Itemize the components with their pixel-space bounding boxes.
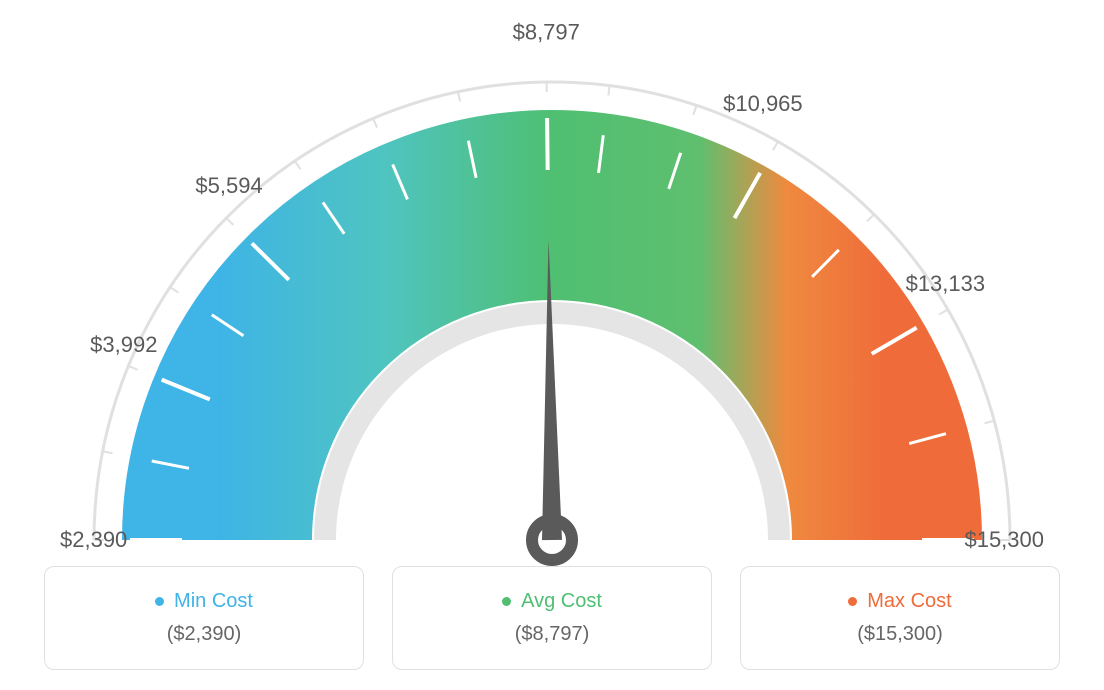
gauge-tick-label: $13,133 xyxy=(906,272,986,298)
legend-card-min: Min Cost ($2,390) xyxy=(44,566,364,670)
legend-card-avg: Avg Cost ($8,797) xyxy=(392,566,712,670)
gauge-tick-label: $15,300 xyxy=(964,527,1044,553)
gauge-tick-label: $3,992 xyxy=(90,332,157,358)
legend-title-label: Avg Cost xyxy=(521,590,602,613)
dot-icon xyxy=(502,597,511,606)
legend-value-avg: ($8,797) xyxy=(515,623,590,646)
legend-title-max: Max Cost xyxy=(848,590,951,613)
gauge-tick-label: $8,797 xyxy=(513,19,580,45)
legend-value-min: ($2,390) xyxy=(167,623,242,646)
legend-value-max: ($15,300) xyxy=(857,623,943,646)
dot-icon xyxy=(848,597,857,606)
gauge-tick-label: $5,594 xyxy=(195,173,262,199)
legend-title-label: Min Cost xyxy=(174,590,253,613)
legend-title-label: Max Cost xyxy=(867,590,951,613)
gauge-svg xyxy=(40,40,1064,600)
gauge-tick-label: $10,965 xyxy=(723,91,803,117)
legend-row: Min Cost ($2,390) Avg Cost ($8,797) Max … xyxy=(0,566,1104,670)
legend-title-avg: Avg Cost xyxy=(502,590,602,613)
legend-title-min: Min Cost xyxy=(155,590,253,613)
gauge-tick-label: $2,390 xyxy=(60,527,127,553)
dot-icon xyxy=(155,597,164,606)
gauge-container: $2,390 $3,992 $5,594 $8,797 $10,965 $13,133 $1… xyxy=(0,0,1104,560)
legend-card-max: Max Cost ($15,300) xyxy=(740,566,1060,670)
